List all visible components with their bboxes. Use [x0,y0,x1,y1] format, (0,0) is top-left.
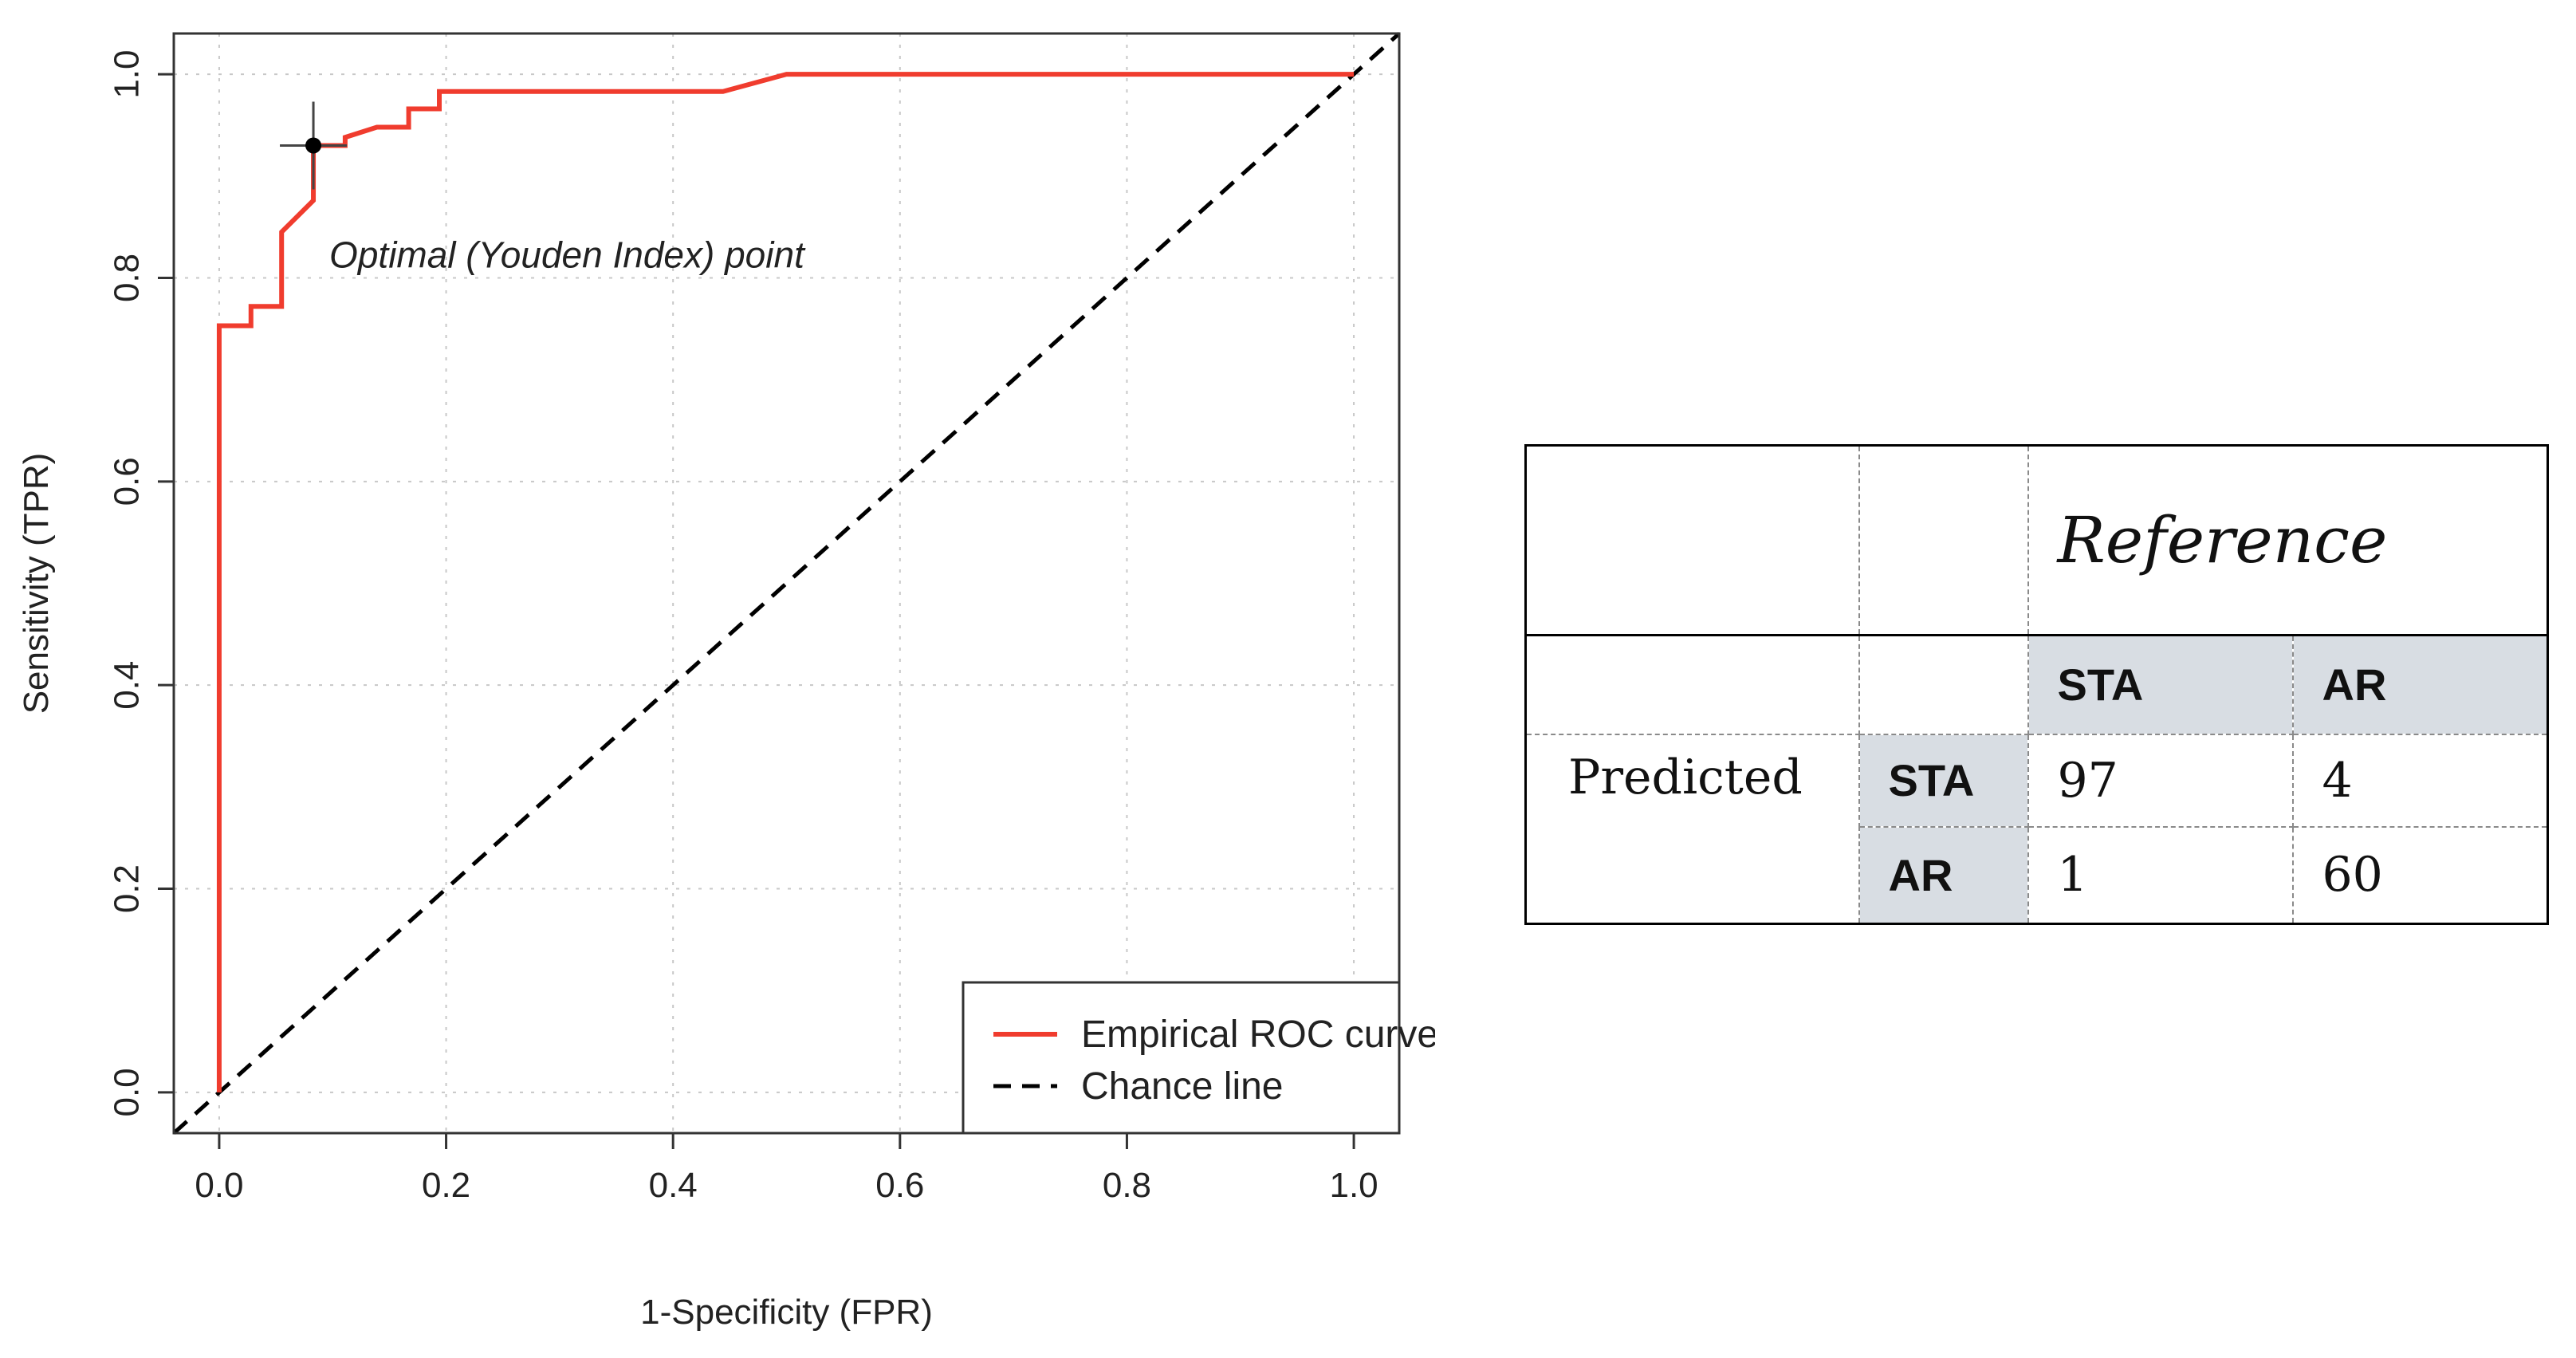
legend-label-chance: Chance line [1081,1065,1284,1108]
chance-line [172,32,1401,1135]
cm-cell-ar-sta: 1 [2027,825,2294,924]
cm-empty-cell [1525,634,1860,735]
y-tick-label: 0.2 [107,864,146,913]
cm-cell-ar-ar: 60 [2291,825,2548,924]
plot-frame [172,32,1401,1135]
y-axis-title: Sensitivity (TPR) [17,453,56,714]
y-tick-label: 1.0 [107,49,146,98]
optimal-point-layer [280,101,348,190]
cm-col-header-sta: STA [2027,634,2294,735]
roc-curve [216,72,1355,1092]
confusion-matrix: Reference STA AR Predicted STA 97 4 AR 1… [1524,444,2549,925]
cm-empty-cell [1858,634,2029,735]
optimal-point-annotation: Optimal (Youden Index) point [329,234,806,276]
x-tick-label: 0.4 [649,1166,698,1205]
cm-row-header-sta: STA [1858,733,2029,828]
x-tick-label: 0.6 [875,1166,924,1205]
y-tick-label: 0.0 [107,1068,146,1116]
legend-label-roc: Empirical ROC curve [1081,1014,1435,1056]
y-tick-label: 0.4 [107,661,146,710]
y-tick-label: 0.8 [107,254,146,302]
legend-box [962,981,1401,1135]
legend: Empirical ROC curve Chance line [962,981,1435,1135]
cm-empty-cell [1858,445,2029,636]
cm-col-header-ar: AR [2291,634,2548,735]
x-axis-title: 1-Specificity (FPR) [640,1293,933,1332]
roc-curve-layer [216,72,1355,1092]
roc-chart: 0.0 0.2 0.4 0.6 0.8 1.0 0.0 0.2 0.4 0.6 0.8 1.0 1-S… [17,32,1435,1332]
x-tick-label: 0.2 [422,1166,470,1205]
x-tick-label: 1.0 [1329,1166,1378,1205]
optimal-point-marker [305,137,322,154]
cm-reference-header: Reference [2027,445,2548,636]
cm-row-header-ar: AR [1858,825,2029,924]
cm-empty-cell [1525,445,1860,636]
chance-line-layer [172,32,1401,1135]
cm-cell-sta-ar: 4 [2291,733,2548,828]
axis-ticks: 0.0 0.2 0.4 0.6 0.8 1.0 0.0 0.2 0.4 0.6 0.8 1.0 [107,49,1378,1205]
x-tick-label: 0.8 [1103,1166,1151,1205]
cm-cell-sta-sta: 97 [2027,733,2294,828]
x-tick-label: 0.0 [195,1166,243,1205]
y-tick-label: 0.6 [107,457,146,506]
cm-predicted-label: Predicted [1525,733,1860,925]
